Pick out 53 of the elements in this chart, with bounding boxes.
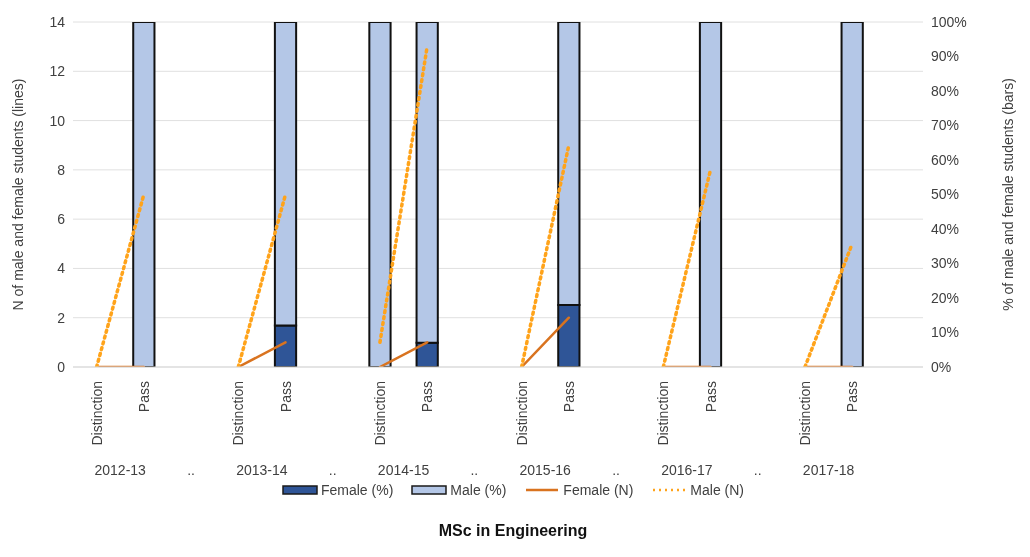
x-tick-label: Pass xyxy=(702,381,719,413)
text: .. xyxy=(753,462,762,478)
x-tick-label: Distinction xyxy=(230,381,247,446)
text: 2012-13 xyxy=(94,462,147,478)
text: 2014-15 xyxy=(377,462,430,478)
x-tick-label: Distinction xyxy=(88,381,105,446)
legend-label: Female (%) xyxy=(319,482,394,498)
text: 2017-18 xyxy=(802,462,855,478)
y2-tick-label: 80% xyxy=(931,82,960,99)
y-tick-label: 14 xyxy=(49,13,66,30)
text: 2013-14 xyxy=(236,462,288,478)
text: .. xyxy=(470,462,479,478)
y2-tick-label: 90% xyxy=(931,48,960,65)
bar xyxy=(840,22,864,367)
y2-tick-label: 40% xyxy=(931,220,960,237)
y2-tick-label: 100% xyxy=(931,13,967,30)
legend-label: Female (N) xyxy=(562,482,634,498)
x-tick-label: Pass xyxy=(844,381,861,413)
x-tick-label: Distinction xyxy=(796,381,813,446)
y-tick-label: 4 xyxy=(57,260,66,277)
y-axis-title: N of male and female students (lines) xyxy=(9,78,26,311)
x-tick-label: Pass xyxy=(560,381,577,413)
y2-tick-label: 10% xyxy=(931,324,960,341)
y-tick-label: 6 xyxy=(57,211,66,228)
text: MSc in Engineering xyxy=(437,522,589,540)
legend-label: Male (N) xyxy=(689,482,745,498)
y2-tick-label: 0% xyxy=(931,358,952,375)
x-tick-label: Distinction xyxy=(371,381,388,446)
y2-tick-label: 20% xyxy=(931,289,960,306)
x-tick-label: Pass xyxy=(277,381,294,413)
y2-tick-label: 30% xyxy=(931,255,960,272)
text: .. xyxy=(328,462,337,478)
y2-axis-title: % of male and female students (bars) xyxy=(999,78,1016,311)
y2-tick-label: 60% xyxy=(931,151,960,168)
y-tick-label: 0 xyxy=(57,358,66,375)
y-tick-label: 8 xyxy=(57,161,66,178)
x-tick-label: Distinction xyxy=(655,381,672,446)
x-tick-label: Pass xyxy=(135,381,152,413)
y-tick-label: 2 xyxy=(57,309,66,326)
y-tick-label: 10 xyxy=(49,112,66,129)
text: .. xyxy=(612,462,620,478)
bar xyxy=(132,22,156,367)
text: 2015-16 xyxy=(519,462,572,478)
text: 2016-17 xyxy=(661,462,713,478)
legend-label: Male (%) xyxy=(449,482,507,498)
y2-tick-label: 50% xyxy=(931,186,960,203)
y-tick-label: 12 xyxy=(49,63,66,80)
x-tick-label: Pass xyxy=(419,381,436,413)
y2-tick-label: 70% xyxy=(931,117,960,134)
bar xyxy=(698,22,723,367)
text: .. xyxy=(187,462,195,478)
bar xyxy=(368,22,392,367)
x-tick-label: Distinction xyxy=(513,381,530,446)
